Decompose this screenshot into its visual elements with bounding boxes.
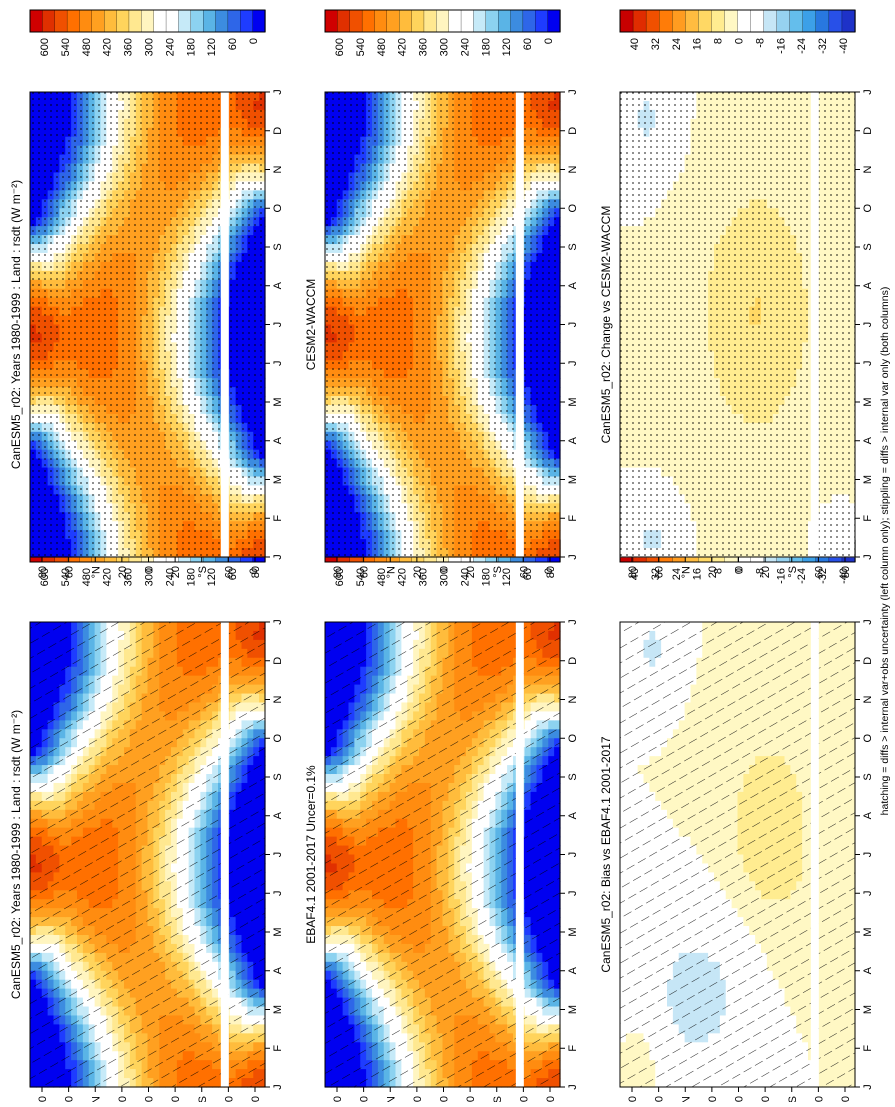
colorbar-swatch <box>203 10 216 32</box>
panel-top-left: 80 60 °N 20 0 20 °S 60 80 J F M A M J J A S O N D J CanESM5_r0… <box>9 540 284 1102</box>
colorbar-swatch <box>253 10 266 32</box>
lat-tick-label: 60 <box>223 566 235 578</box>
lat-tick-label: 80 <box>250 566 262 578</box>
month-tick-label: A <box>272 281 284 289</box>
month-tick-label: S <box>272 773 284 780</box>
colorbar-swatch <box>178 10 191 32</box>
month-tick-label: N <box>272 695 284 703</box>
month-tick-label: F <box>272 1045 284 1052</box>
colorbar-label: 60 <box>227 38 239 50</box>
colorbar-label: 540 <box>60 38 72 56</box>
stippling-overlay <box>30 92 265 557</box>
colorbar-swatch <box>67 10 80 32</box>
colorbar-swatch <box>129 10 142 32</box>
month-tick-label: A <box>272 811 284 819</box>
colorbar-label: 480 <box>81 38 93 56</box>
colorbar-label: 420 <box>102 38 114 56</box>
month-tick-label: J <box>272 891 284 897</box>
colorbar-swatch <box>79 10 92 32</box>
month-tick-label: J <box>272 1084 284 1090</box>
lat-tick-label: 80 <box>250 1096 262 1102</box>
lat-tick-label: 60 <box>64 1096 76 1102</box>
colorbar-swatch <box>30 10 43 32</box>
lat-tick-label: 20 <box>117 1096 129 1102</box>
missing-data-band <box>221 92 229 557</box>
month-tick-label: A <box>272 966 284 974</box>
month-tick-label: A <box>272 436 284 444</box>
lat-tick-label: 80 <box>37 1096 49 1102</box>
colorbar-swatch <box>104 10 117 32</box>
month-tick-label: M <box>272 475 284 484</box>
month-tick-label: J <box>272 361 284 367</box>
lat-tick-label: °S <box>197 1096 209 1102</box>
lat-tick-label: 60 <box>223 1096 235 1102</box>
month-tick-label: J <box>272 89 284 95</box>
month-tick-label: N <box>272 165 284 173</box>
colorbar-swatch <box>117 10 130 32</box>
lat-tick-label: 20 <box>117 566 129 578</box>
month-tick-label: S <box>272 243 284 250</box>
panel-title: CanESM5_r02: Years 1980-1999 : Land : rs… <box>9 710 23 999</box>
month-tick-label: D <box>272 657 284 665</box>
colorbar-label: 360 <box>123 38 135 56</box>
colorbar-label: 180 <box>185 38 197 56</box>
lat-tick-label: 20 <box>170 1096 182 1102</box>
lat-tick-label: 0 <box>144 566 156 572</box>
colorbar-swatch <box>240 10 253 32</box>
lat-tick-label: 0 <box>144 1096 156 1102</box>
lat-tick-label: °N <box>90 566 102 578</box>
colorbar-swatch <box>228 10 241 32</box>
month-tick-label: M <box>272 1005 284 1014</box>
month-tick-label: O <box>272 204 284 213</box>
colorbar-swatch <box>154 10 167 32</box>
panel-title: CanESM5_r02: Years 1980-1999 : Land : rs… <box>9 180 23 469</box>
month-tick-label: F <box>272 515 284 522</box>
month-tick-label: M <box>272 397 284 406</box>
colorbar-swatch <box>55 10 68 32</box>
colorbar-swatch <box>141 10 154 32</box>
lat-tick-label: 80 <box>37 566 49 578</box>
lat-tick-label: °N <box>90 1096 102 1102</box>
lat-tick-label: °S <box>197 566 209 578</box>
colorbar-label: 0 <box>248 38 260 44</box>
missing-data-band <box>221 622 229 1087</box>
month-tick-label: O <box>272 734 284 743</box>
month-tick-label: J <box>272 554 284 560</box>
month-tick-label: J <box>272 852 284 858</box>
colorbar-label: 240 <box>164 38 176 56</box>
lat-tick-label: 20 <box>170 566 182 578</box>
colorbar-swatch <box>216 10 229 32</box>
colorbar-swatch <box>166 10 179 32</box>
colorbar-label: 120 <box>206 38 218 56</box>
hatching-overlay <box>30 622 265 1087</box>
month-tick-label: J <box>272 619 284 625</box>
colorbar-label: 180 <box>185 568 197 586</box>
colorbar-swatch <box>92 10 105 32</box>
month-tick-label: M <box>272 927 284 936</box>
colorbar-label: 600 <box>39 38 51 56</box>
colorbar-label: 300 <box>144 38 156 56</box>
colorbar-swatch <box>42 10 55 32</box>
month-tick-label: D <box>272 127 284 135</box>
colorbar-swatch <box>191 10 204 32</box>
month-tick-label: J <box>272 322 284 328</box>
colorbar-label: 420 <box>102 568 114 586</box>
lat-tick-label: 60 <box>64 566 76 578</box>
panel-top-right: 80 60 °N 20 0 20 °S 60 80 J F M A M J J A S O N D J CanESM5_r0… <box>9 10 284 578</box>
